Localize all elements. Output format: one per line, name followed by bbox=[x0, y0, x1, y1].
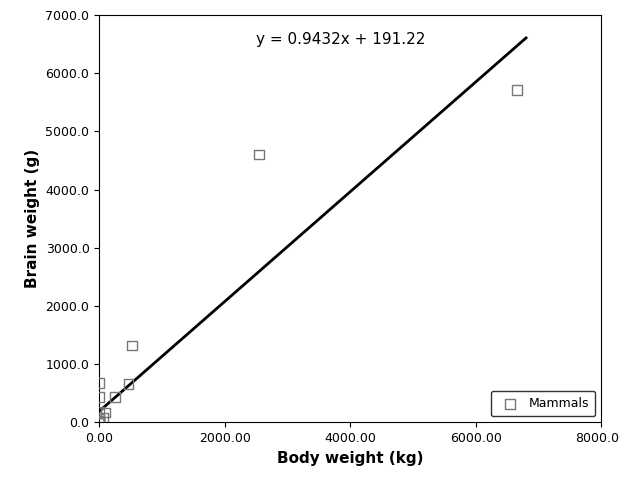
Mammals bbox=[98, 414, 108, 422]
Legend: Mammals: Mammals bbox=[491, 391, 595, 416]
Mammals bbox=[512, 86, 522, 94]
Y-axis label: Brain weight (g): Brain weight (g) bbox=[25, 149, 40, 288]
Mammals bbox=[94, 408, 104, 416]
Mammals bbox=[100, 409, 110, 416]
Text: y = 0.9432x + 191.22: y = 0.9432x + 191.22 bbox=[256, 32, 425, 47]
Mammals bbox=[94, 418, 104, 426]
Mammals bbox=[94, 379, 104, 387]
Mammals bbox=[127, 341, 137, 349]
Mammals bbox=[94, 417, 104, 425]
Mammals bbox=[254, 151, 264, 159]
Mammals bbox=[110, 393, 120, 401]
Mammals bbox=[94, 418, 104, 426]
X-axis label: Body weight (kg): Body weight (kg) bbox=[277, 451, 423, 466]
Mammals bbox=[94, 418, 104, 426]
Mammals bbox=[94, 418, 104, 426]
Mammals bbox=[94, 415, 104, 423]
Mammals bbox=[123, 380, 133, 388]
Mammals bbox=[94, 393, 104, 401]
